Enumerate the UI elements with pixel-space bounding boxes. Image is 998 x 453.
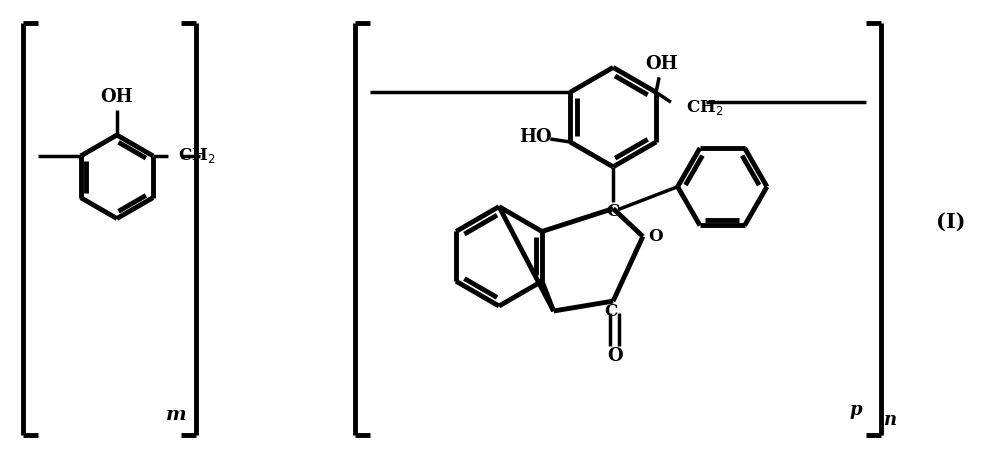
Text: C: C	[607, 203, 620, 220]
Text: n: n	[884, 411, 897, 429]
Text: OH: OH	[645, 55, 678, 73]
Text: C: C	[605, 303, 618, 320]
Text: CH$_2$: CH$_2$	[686, 98, 724, 117]
Text: CH$_2$: CH$_2$	[178, 146, 216, 165]
Text: OH: OH	[101, 88, 133, 106]
Text: O: O	[648, 228, 663, 245]
Text: HO: HO	[519, 128, 552, 146]
Text: (I): (I)	[936, 212, 965, 231]
Text: m: m	[166, 406, 187, 424]
Text: p: p	[850, 401, 862, 419]
Text: O: O	[607, 347, 623, 365]
